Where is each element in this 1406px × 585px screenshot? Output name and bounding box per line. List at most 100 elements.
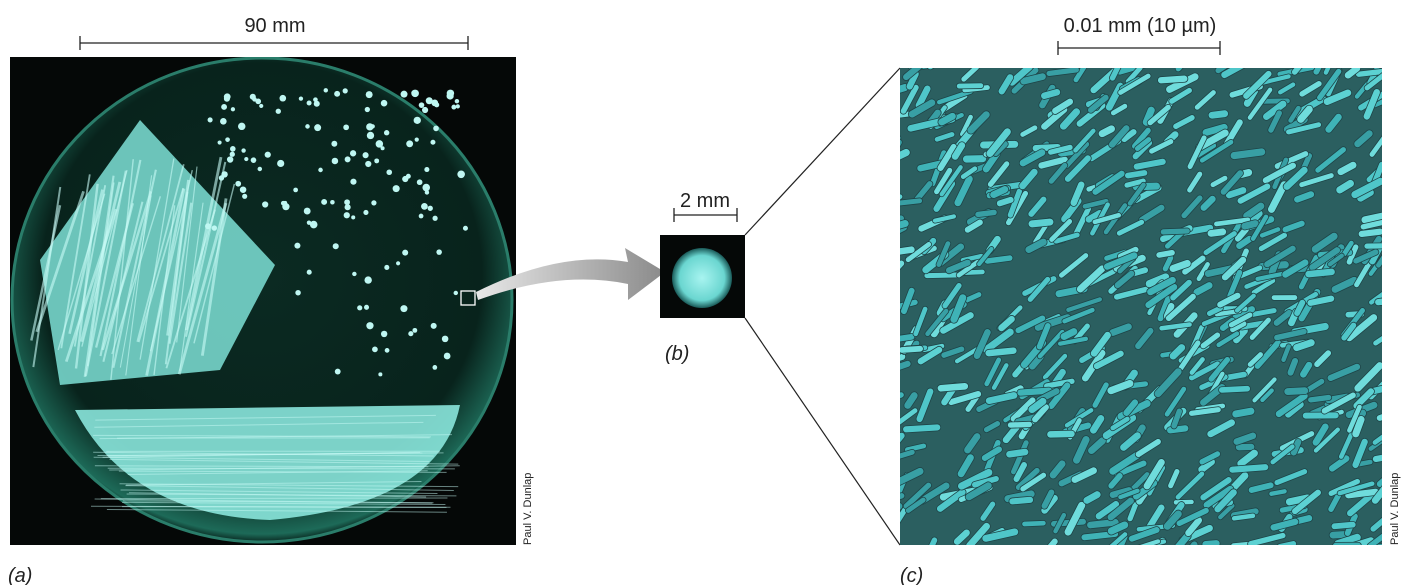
- colony: [381, 331, 387, 337]
- colony: [386, 169, 392, 175]
- colony: [335, 369, 341, 375]
- colony: [279, 95, 286, 102]
- colony: [294, 243, 300, 249]
- colony: [402, 250, 408, 256]
- colony: [365, 107, 370, 112]
- colony: [293, 188, 298, 193]
- colony: [307, 270, 312, 275]
- figure: 90 mm (a) Paul V. Dunlap 2 mm (b) 0.01 m…: [0, 0, 1406, 585]
- colony: [307, 100, 312, 105]
- colony: [205, 223, 211, 229]
- colony: [350, 150, 356, 156]
- panel-label: (a): [8, 565, 32, 585]
- bacterium: [1284, 387, 1309, 396]
- colony: [350, 179, 356, 185]
- colony: [444, 353, 451, 360]
- colony: [366, 123, 373, 130]
- colony: [463, 226, 468, 231]
- colony: [305, 124, 310, 129]
- bacterium: [1330, 545, 1358, 564]
- bacterium: [1160, 228, 1190, 235]
- colony: [235, 181, 241, 187]
- colony: [343, 88, 348, 93]
- colony: [415, 138, 419, 142]
- bacterium: [1379, 544, 1401, 561]
- colony: [241, 148, 245, 152]
- colony: [401, 91, 408, 98]
- colony: [365, 161, 371, 167]
- bacterium: [1292, 547, 1330, 561]
- colony: [371, 200, 376, 205]
- bacterium: [898, 345, 923, 353]
- bacterium: [1381, 387, 1396, 409]
- colony: [393, 185, 400, 192]
- bacterium: [1003, 551, 1042, 559]
- colony: [363, 210, 368, 215]
- colony: [314, 101, 320, 107]
- colony: [433, 126, 439, 132]
- colony: [421, 203, 428, 210]
- colony: [240, 186, 247, 193]
- colony: [221, 104, 227, 110]
- colony: [244, 157, 248, 161]
- bacterium: [1157, 75, 1188, 84]
- colony: [364, 305, 369, 310]
- colony: [408, 331, 413, 336]
- colony: [224, 96, 230, 102]
- colony: [364, 276, 371, 283]
- colony: [357, 305, 362, 310]
- bacterium: [1197, 57, 1216, 63]
- colony: [422, 184, 430, 192]
- colony: [258, 167, 263, 172]
- colony: [381, 146, 385, 150]
- colony: [378, 372, 382, 376]
- colony: [277, 160, 284, 167]
- bacterium: [956, 83, 983, 89]
- bacterium: [883, 409, 898, 436]
- bacterium: [1271, 295, 1297, 301]
- colony: [414, 117, 421, 124]
- colony: [385, 348, 390, 353]
- bacterium: [1218, 385, 1250, 393]
- page: {"panel_a": {"scale_label": "90 mm", "la…: [0, 0, 1406, 585]
- colony: [374, 158, 379, 163]
- panel-label: (c): [900, 565, 923, 585]
- colony: [406, 140, 413, 147]
- colony: [426, 97, 433, 104]
- colony: [366, 322, 373, 329]
- bacterium: [1302, 412, 1339, 419]
- scale-label: 0.01 mm (10 µm): [1064, 15, 1217, 37]
- colony: [251, 157, 257, 163]
- colony: [434, 102, 439, 107]
- bacterium: [924, 272, 959, 279]
- colony: [457, 170, 465, 178]
- bacterium: [1007, 421, 1032, 428]
- colony: [225, 137, 230, 142]
- bacterium: [1333, 542, 1362, 549]
- colony: [262, 201, 268, 207]
- colony: [221, 171, 227, 177]
- colony: [344, 212, 350, 218]
- colony: [384, 265, 389, 270]
- colony: [436, 249, 442, 255]
- colony: [419, 102, 425, 108]
- scale-label: 90 mm: [244, 15, 305, 37]
- bacterium: [1364, 243, 1394, 250]
- colony: [276, 109, 281, 114]
- colony: [334, 91, 340, 97]
- colony: [255, 99, 261, 105]
- colony: [331, 141, 337, 147]
- colony: [417, 179, 423, 185]
- colony: [281, 201, 286, 206]
- streak: [108, 468, 455, 469]
- colony: [425, 190, 429, 194]
- bacterium: [1022, 520, 1047, 527]
- colony: [411, 91, 415, 95]
- colony: [455, 99, 459, 103]
- colony: [400, 305, 407, 312]
- colony: [208, 117, 213, 122]
- colony: [384, 130, 389, 135]
- bacterium: [906, 547, 930, 562]
- photo-credit: Paul V. Dunlap: [522, 473, 534, 545]
- colony: [330, 200, 335, 205]
